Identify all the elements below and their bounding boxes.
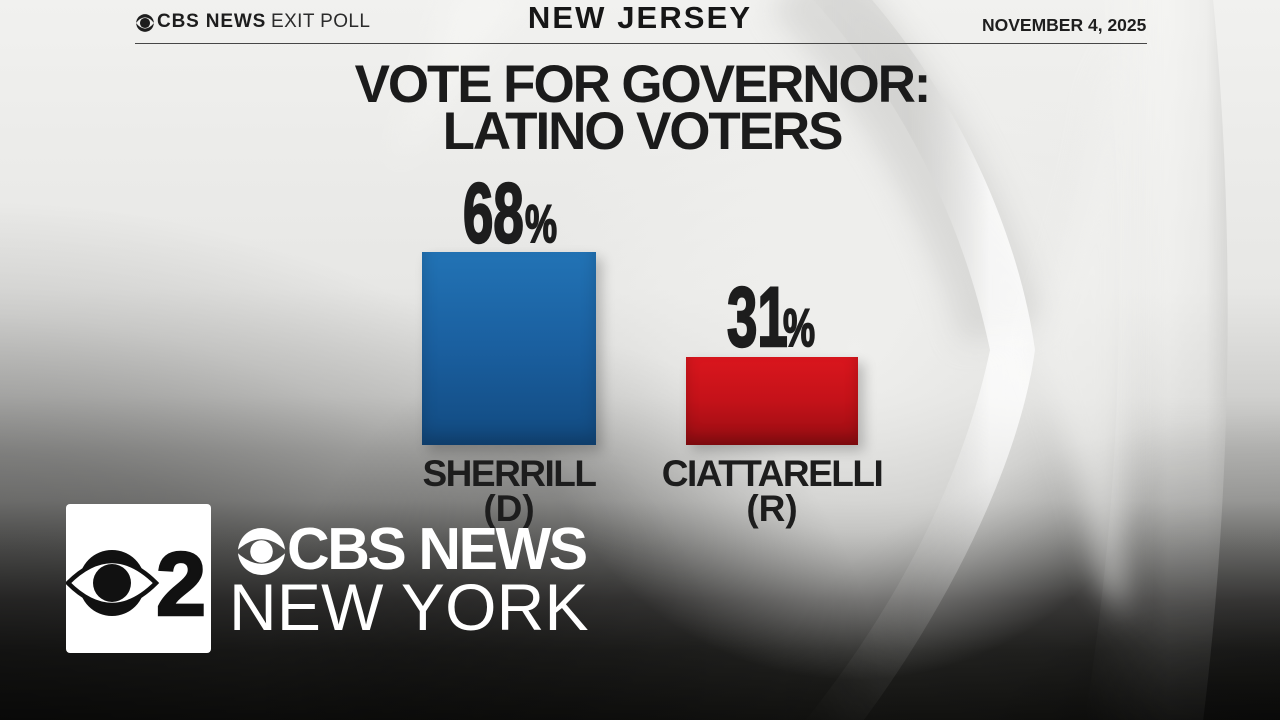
svg-text:2: 2: [156, 535, 206, 635]
